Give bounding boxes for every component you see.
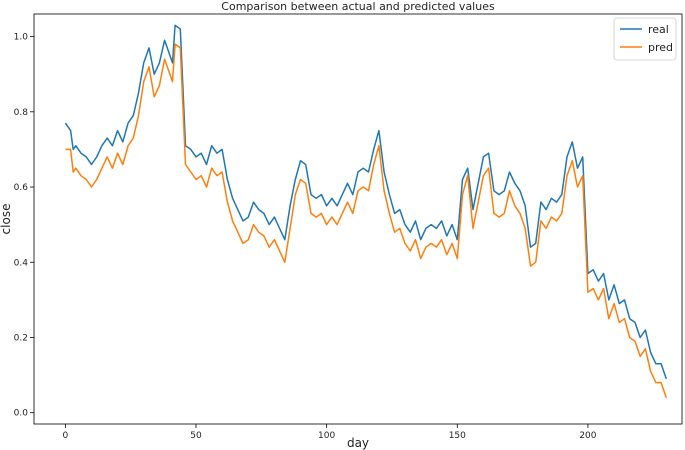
series-layer [64,24,668,398]
legend-pred-label: pred [648,41,673,54]
y-tick-label: 0.6 [14,183,29,193]
y-tick-label: 0.8 [14,108,29,118]
y-tick-label: 0.4 [14,258,29,268]
legend-real-label: real [648,23,669,36]
y-tick-label: 0.0 [14,409,29,419]
y-tick-label: 0.2 [14,333,28,343]
chart-title: Comparison between actual and predicted … [221,0,495,13]
x-axis-label: day [347,436,369,450]
y-axis-label: close [0,204,13,235]
y-tick-label: 1.0 [14,33,29,43]
x-tick-label: 50 [190,431,202,441]
x-tick-label: 0 [62,431,68,441]
series-line-real [64,24,668,380]
series-line-pred [65,43,668,398]
x-tick-label: 100 [318,431,335,441]
legend: real pred [613,17,677,61]
plot-frame [33,13,683,425]
axis-ticks: 0 50 100 150 200 0.0 0.2 0.4 0.6 0.8 1.0 [14,33,597,441]
x-tick-label: 200 [579,431,596,441]
x-tick-label: 150 [449,431,466,441]
